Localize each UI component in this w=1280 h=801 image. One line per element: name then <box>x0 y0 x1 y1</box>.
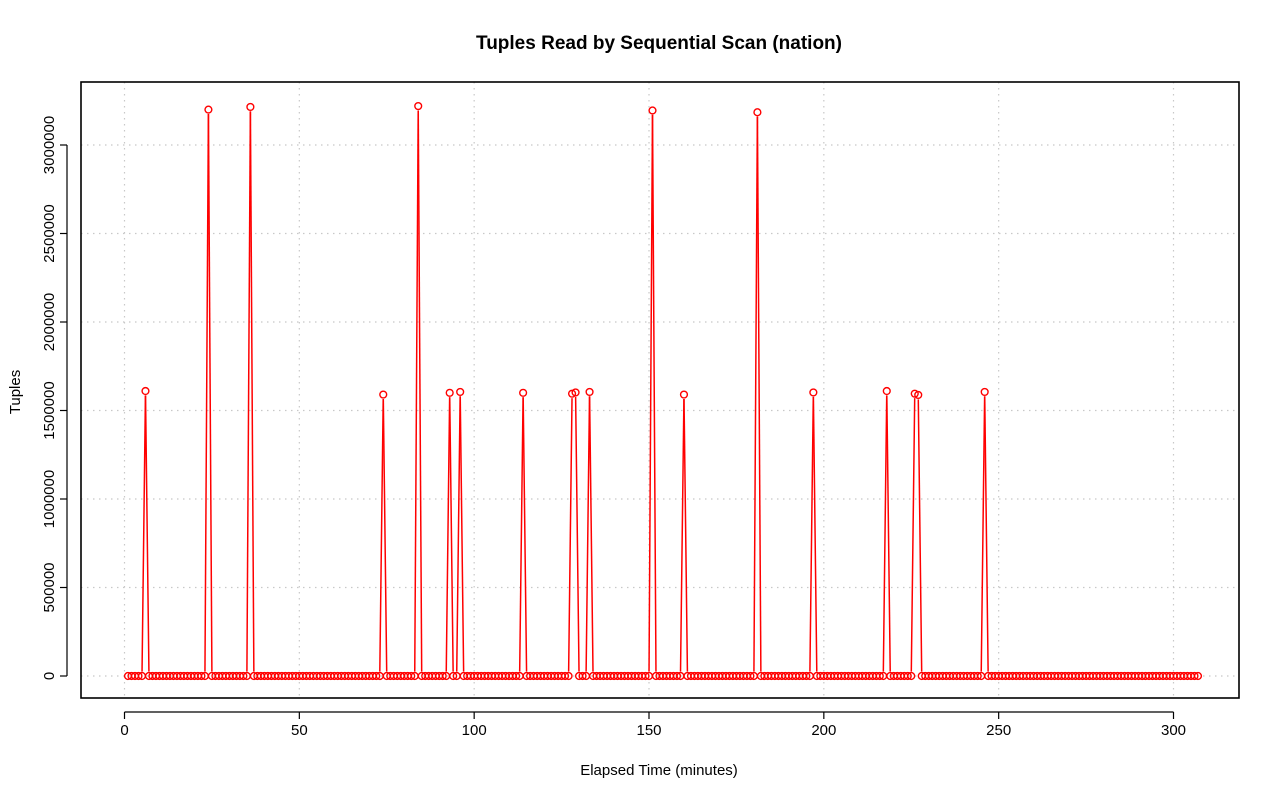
series-segment <box>455 396 461 672</box>
series-segment <box>204 113 210 672</box>
data-point <box>679 390 689 399</box>
series-segment <box>379 398 384 672</box>
data-point <box>197 671 206 681</box>
series-segment <box>417 110 423 672</box>
y-axis-label: Tuples <box>7 370 24 414</box>
chart-title: Tuples Read by Sequential Scan (nation) <box>476 33 842 54</box>
series-segment <box>588 396 594 672</box>
data-point <box>567 389 577 398</box>
series-segment <box>459 396 465 672</box>
y-tick-label: 1000000 <box>41 470 58 528</box>
data-point <box>445 388 454 397</box>
data-point <box>980 387 989 397</box>
series-segment <box>756 116 762 672</box>
series-segment <box>983 396 989 672</box>
data-point <box>585 387 594 397</box>
series-segment <box>574 396 580 672</box>
data-point <box>571 388 580 397</box>
series-segment <box>207 113 213 672</box>
series-segment <box>445 397 451 672</box>
data-point <box>456 387 465 397</box>
data-point <box>414 101 423 111</box>
x-tick-label: 100 <box>462 722 487 739</box>
series-segment <box>382 398 388 672</box>
data-point <box>134 671 143 681</box>
data-point <box>564 671 573 681</box>
data-point <box>204 105 213 114</box>
grid <box>81 82 1239 698</box>
y-tick-label: 2000000 <box>41 293 58 351</box>
x-tick-label: 250 <box>986 722 1011 739</box>
data-point <box>449 671 458 681</box>
y-tick-label: 1500000 <box>41 381 58 439</box>
data-point <box>560 671 570 681</box>
y-tick-label: 3000000 <box>41 116 58 174</box>
series-segment <box>917 399 923 672</box>
x-tick-label: 150 <box>636 722 661 739</box>
x-axis-label: Elapsed Time (minutes) <box>580 762 738 779</box>
data-point <box>246 102 255 112</box>
data-point <box>372 671 381 681</box>
series-segment <box>683 398 689 672</box>
data-point <box>882 386 891 396</box>
series-segment <box>812 396 818 672</box>
x-tick-label: 200 <box>811 722 836 739</box>
x-tick-label: 300 <box>1161 722 1186 739</box>
plot-frame <box>80 81 1240 699</box>
data-point <box>875 671 884 681</box>
series-segment <box>246 111 252 672</box>
data-point <box>973 671 982 681</box>
data-point <box>753 108 762 117</box>
data-point <box>672 671 682 681</box>
data-point <box>512 671 521 681</box>
data-point <box>379 390 388 399</box>
data-point <box>907 671 916 681</box>
data-point <box>903 671 912 681</box>
series-segment <box>882 395 888 672</box>
data-point <box>641 671 650 681</box>
series-segment <box>648 114 654 672</box>
data-point <box>239 671 248 681</box>
y-tick-label: 2500000 <box>41 204 58 262</box>
series-segment <box>886 395 891 672</box>
series-segment <box>141 395 147 672</box>
data-point <box>1190 671 1199 681</box>
data-point <box>809 388 818 397</box>
x-tick-label: 50 <box>291 722 308 739</box>
series-segment <box>980 396 986 672</box>
axes: 0 50 100 150 200 250 300 0 500000 1000000 1500000 2… <box>41 116 1186 739</box>
data-point <box>914 390 923 400</box>
series-segment <box>651 114 657 672</box>
series-segment <box>910 398 916 672</box>
series-segment <box>753 116 759 672</box>
y-tick-label: 0 <box>41 672 58 680</box>
data-point <box>746 671 755 681</box>
data-point <box>141 386 150 396</box>
series-segment <box>144 395 150 672</box>
data-point <box>407 671 416 681</box>
data-point <box>910 389 919 398</box>
data-point <box>578 671 587 681</box>
data-point <box>438 671 447 681</box>
series-segment <box>679 398 685 672</box>
series-segment <box>585 396 591 672</box>
x-tick-label: 0 <box>120 722 128 739</box>
series-segment <box>809 396 815 672</box>
data-series <box>123 101 1203 681</box>
data-point <box>1193 671 1203 681</box>
data-point <box>648 106 657 115</box>
series-segment <box>518 397 524 672</box>
series-segment <box>414 110 419 672</box>
y-tick-label: 500000 <box>41 562 58 612</box>
series-segment <box>567 398 573 672</box>
series-segment <box>522 397 528 672</box>
series-segment <box>249 111 255 672</box>
data-point <box>802 671 811 681</box>
series-segment <box>448 397 454 672</box>
data-point <box>519 388 528 397</box>
